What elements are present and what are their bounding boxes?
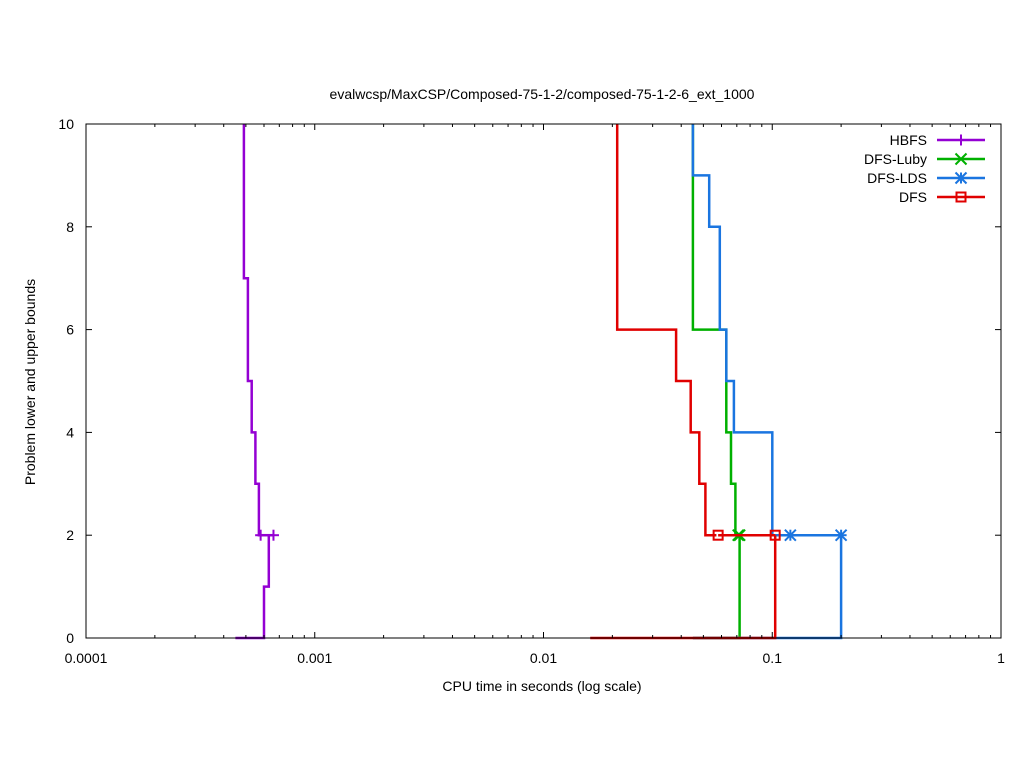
legend-entry: DFS-LDS — [867, 170, 985, 186]
data-point-marker — [769, 529, 781, 541]
y-tick-label: 6 — [66, 322, 74, 338]
series-dfs-lds — [691, 124, 848, 640]
y-axis-ticks: 0 2 4 6 8 10 — [58, 116, 1001, 646]
marker-square — [769, 529, 781, 541]
legend-marker — [954, 171, 968, 185]
upper-bound-line — [691, 124, 791, 537]
legend-label: DFS-Luby — [864, 151, 927, 167]
marker-square — [955, 191, 967, 203]
legend-label: DFS — [899, 189, 927, 205]
series-hbfs — [235, 124, 279, 640]
data-point-marker — [712, 529, 724, 541]
y-tick-label: 10 — [58, 116, 74, 132]
y-tick-label: 2 — [66, 527, 74, 543]
legend: HBFS DFS-Luby DFS-LDS DFS — [864, 132, 985, 205]
legend-label: HBFS — [890, 132, 927, 148]
legend-entry: HBFS — [890, 132, 985, 148]
marker-stroke — [954, 152, 968, 166]
chart-title: evalwcsp/MaxCSP/Composed-75-1-2/composed… — [330, 86, 755, 102]
y-axis-label: Problem lower and upper bounds — [22, 279, 38, 485]
legend-label: DFS-LDS — [867, 170, 927, 186]
x-tick-label: 0.1 — [763, 650, 783, 666]
x-tick-label: 1 — [997, 650, 1005, 666]
marker-stroke — [954, 171, 968, 185]
marker-stroke — [834, 528, 848, 542]
marker-square — [712, 529, 724, 541]
legend-marker — [955, 191, 967, 203]
legend-entry: DFS-Luby — [864, 151, 985, 167]
lower-bound-line — [692, 535, 741, 640]
legend-marker — [955, 134, 967, 146]
x-axis-label: CPU time in seconds (log scale) — [442, 678, 641, 694]
lower-bound-line — [235, 535, 271, 640]
plot-frame — [85, 123, 1002, 639]
y-tick-label: 8 — [66, 219, 74, 235]
y-tick-label: 0 — [66, 630, 74, 646]
upper-bound-line — [615, 124, 717, 537]
upper-bound-line — [691, 124, 737, 537]
lower-bound-line — [590, 535, 777, 640]
upper-bound-line — [242, 124, 261, 537]
data-point-marker — [255, 529, 267, 541]
marker-stroke — [784, 528, 797, 542]
legend-marker — [954, 152, 968, 166]
series-dfs — [590, 124, 781, 640]
x-axis-ticks: 0.0001 0.001 0.01 0.1 1 — [65, 124, 1005, 666]
data-point-marker — [784, 528, 797, 542]
data-point-marker — [267, 529, 279, 541]
plot-area — [235, 124, 848, 640]
lower-bound-line — [692, 535, 843, 640]
x-tick-label: 0.0001 — [65, 650, 108, 666]
x-tick-label: 0.01 — [530, 650, 557, 666]
data-point-marker — [834, 528, 848, 542]
x-tick-label: 0.001 — [297, 650, 332, 666]
series-dfs-luby — [691, 124, 746, 640]
y-tick-label: 4 — [66, 424, 74, 440]
legend-entry: DFS — [899, 189, 985, 205]
